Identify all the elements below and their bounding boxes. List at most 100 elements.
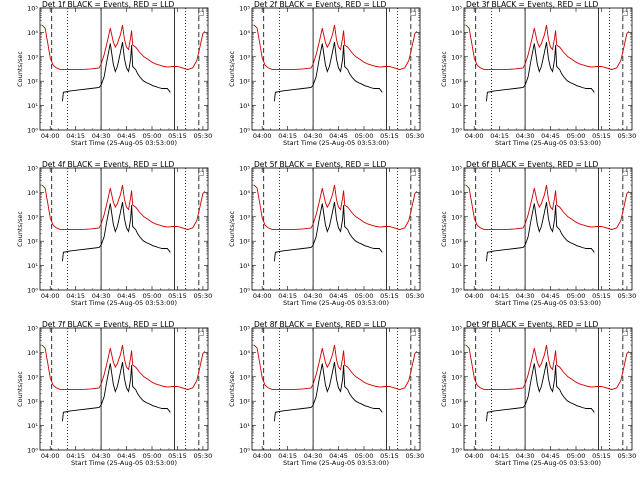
y-tick-label: 10⁵ [27,5,38,13]
x-tick-label: 05:15 [168,452,187,460]
events-series-line [273,202,383,262]
marker-lines [475,8,624,130]
x-tick-label: 04:15 [490,132,509,140]
events-series-line [485,202,595,262]
x-tick-label: 05:30 [194,132,213,140]
y-tick-label: 10⁴ [239,29,250,37]
x-tick-label: 04:45 [329,132,348,140]
y-tick-label: 10⁰ [451,127,462,135]
plot-frame [463,167,633,291]
x-tick-label: 05:15 [380,132,399,140]
lld-series-line [41,344,206,391]
y-tick-label: 10² [239,238,250,246]
x-axis-label: Start Time (25-Aug-05 03:53:00) [283,299,389,307]
panel-det-5: Det 5f BLACK = Events, RED = LLD 10⁰ 10¹ 10… [228,160,424,307]
x-axis-label: Start Time (25-Aug-05 03:53:00) [283,139,389,147]
y-tick-label: 10³ [27,213,38,221]
events-series-line [61,202,171,262]
y-tick-label: 10⁴ [27,349,38,357]
y-tick-label: 10⁴ [451,29,462,37]
y-axis-label: Counts/sec [440,371,448,407]
marker-lines [51,168,200,290]
y-tick-label: 10³ [451,373,462,381]
legend-marker: □ [198,329,204,337]
x-tick-label: 04:00 [253,292,272,300]
legend-marker: □ [410,9,416,17]
x-tick-label: 05:30 [406,132,425,140]
legend-marker: □ [410,329,416,337]
x-tick-label: 05:15 [168,132,187,140]
series-group [465,24,630,102]
y-tick-label: 10¹ [27,422,38,430]
y-tick-label: 10⁵ [451,325,462,333]
x-axis-label: Start Time (25-Aug-05 03:53:00) [283,459,389,467]
y-tick-label: 10⁵ [239,325,250,333]
panel-title: Det 4f BLACK = Events, RED = LLD [42,160,175,169]
y-tick-label: 10¹ [451,262,462,270]
panel-title: Det 8f BLACK = Events, RED = LLD [254,320,387,329]
x-tick-label: 04:30 [92,132,111,140]
panel-title: Det 6f BLACK = Events, RED = LLD [466,160,599,169]
x-tick-label: 04:45 [541,132,560,140]
plot-frame [251,167,421,291]
y-tick-label: 10⁴ [239,349,250,357]
y-tick-label: 10¹ [451,102,462,110]
y-axis-label: Counts/sec [228,51,236,87]
y-tick-label: 10² [27,398,38,406]
plot-frame [463,7,633,131]
legend-marker: □ [622,329,628,337]
x-axis-label: Start Time (25-Aug-05 03:53:00) [495,459,601,467]
x-tick-label: 05:30 [194,292,213,300]
y-tick-label: 10² [27,78,38,86]
lld-series-line [465,344,630,391]
panel-det-6: Det 6f BLACK = Events, RED = LLD 10⁰ 10¹ 10… [440,160,636,307]
plot-frame [39,167,209,291]
y-tick-label: 10⁴ [451,189,462,197]
y-tick-label: 10³ [27,53,38,61]
plot-frame [39,7,209,131]
y-tick-label: 10³ [451,53,462,61]
panel-det-2: Det 2f BLACK = Events, RED = LLD 10⁰ 10¹ 10… [228,0,424,147]
plot-frame [251,327,421,451]
x-tick-label: 04:30 [516,292,535,300]
panel-det-9: Det 9f BLACK = Events, RED = LLD 10⁰ 10¹ 10… [440,320,636,467]
y-tick-label: 10⁰ [239,447,250,455]
events-series-line [485,42,595,102]
marker-lines [475,168,624,290]
x-tick-label: 04:00 [465,452,484,460]
x-tick-label: 04:15 [490,292,509,300]
legend-marker: □ [410,169,416,177]
y-tick-label: 10³ [239,213,250,221]
x-tick-label: 04:15 [278,452,297,460]
x-axis-label: Start Time (25-Aug-05 03:53:00) [71,139,177,147]
x-tick-label: 04:15 [490,452,509,460]
x-tick-label: 05:00 [143,132,162,140]
panel-det-7: Det 7f BLACK = Events, RED = LLD 10⁰ 10¹ 10… [16,320,212,467]
panel-title: Det 9f BLACK = Events, RED = LLD [466,320,599,329]
y-tick-label: 10² [451,398,462,406]
y-axis-label: Counts/sec [440,211,448,247]
y-axis-label: Counts/sec [16,51,24,87]
y-tick-label: 10³ [27,373,38,381]
events-series-line [273,362,383,422]
y-tick-label: 10² [27,238,38,246]
panel-det-8: Det 8f BLACK = Events, RED = LLD 10⁰ 10¹ 10… [228,320,424,467]
plot-frame [251,7,421,131]
x-axis-label: Start Time (25-Aug-05 03:53:00) [71,459,177,467]
marker-lines [475,328,624,450]
x-tick-label: 04:45 [329,452,348,460]
x-tick-label: 04:30 [92,452,111,460]
x-tick-label: 04:00 [41,452,60,460]
y-tick-label: 10⁴ [27,189,38,197]
y-tick-label: 10⁰ [27,287,38,295]
x-tick-label: 05:15 [592,132,611,140]
y-axis-label: Counts/sec [16,371,24,407]
series-group [253,344,418,422]
events-series-line [61,362,171,422]
x-axis-label: Start Time (25-Aug-05 03:53:00) [495,299,601,307]
x-tick-label: 05:00 [567,292,586,300]
y-tick-label: 10⁵ [239,165,250,173]
x-tick-label: 05:30 [618,292,637,300]
legend-marker: □ [622,169,628,177]
